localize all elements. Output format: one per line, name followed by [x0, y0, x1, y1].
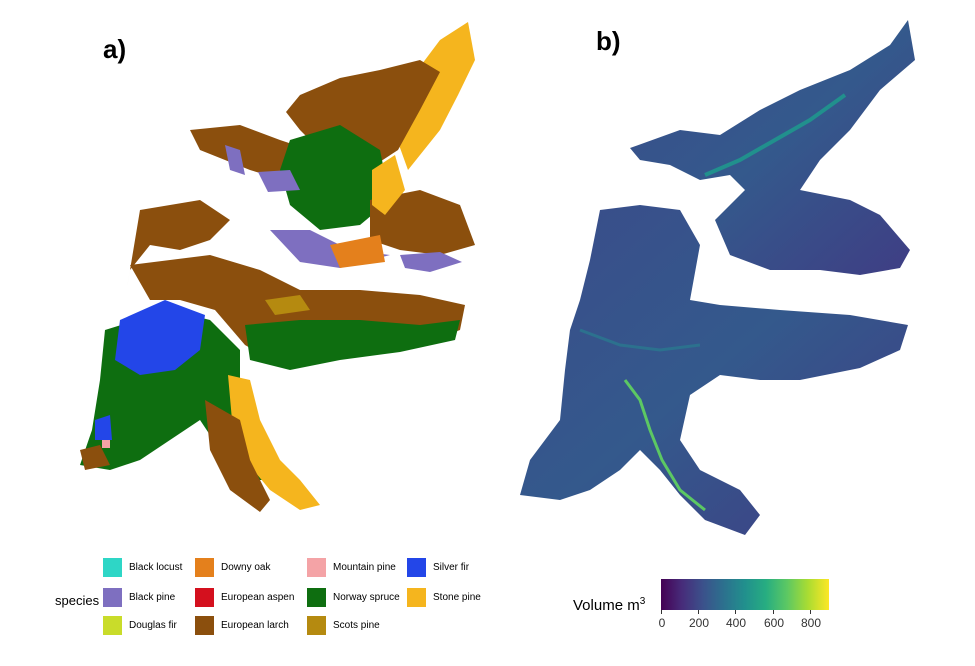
legend-label-douglas-fir: Douglas fir: [129, 619, 177, 631]
volume-tick-label-800: 800: [800, 616, 822, 630]
species-legend-title: species: [55, 593, 100, 608]
south-scots-pine: [265, 295, 310, 315]
legend-label-european-aspen: European aspen: [221, 591, 295, 603]
volume-tick-400: [735, 610, 736, 614]
legend-item-european-aspen: European aspen: [195, 587, 294, 607]
volume-tick-200: [698, 610, 699, 614]
legend-item-mountain-pine: Mountain pine: [307, 557, 396, 577]
legend-item-downy-oak: Downy oak: [195, 557, 270, 577]
north-larch-region-3: [370, 190, 475, 255]
north-black-pine-4: [400, 252, 462, 272]
volume-legend-title: Volume m3: [573, 596, 646, 614]
legend-label-mountain-pine: Mountain pine: [333, 561, 396, 573]
north-spruce-region: [280, 125, 390, 230]
volume-tick-label-600: 600: [763, 616, 785, 630]
south-larch-south: [205, 400, 270, 512]
swatch-douglas-fir: [103, 615, 122, 635]
swatch-norway-spruce: [307, 587, 326, 607]
swatch-stone-pine: [407, 587, 426, 607]
legend-label-black-locust: Black locust: [129, 561, 183, 573]
south-volume-region: [520, 205, 908, 535]
north-valley-species: [190, 22, 475, 272]
south-larch-sw: [80, 445, 110, 470]
volume-tick-label-400: 400: [725, 616, 747, 630]
legend-label-black-pine: Black pine: [129, 591, 176, 603]
legend-item-silver-fir: Silver fir: [407, 557, 469, 577]
south-stone-pine: [228, 375, 320, 510]
panel-a-label: a): [103, 34, 127, 64]
volume-tick-800: [810, 610, 811, 614]
north-stone-pine-region-2: [372, 155, 405, 215]
south-silver-fir-1: [115, 300, 205, 375]
south-silver-fir-2: [95, 415, 112, 440]
south-larch-nw: [125, 200, 230, 300]
legend-item-european-larch: European larch: [195, 615, 289, 635]
south-high-volume-streak: [623, 379, 706, 512]
north-black-pine-1: [225, 145, 245, 175]
swatch-scots-pine: [307, 615, 326, 635]
legend-label-european-larch: European larch: [221, 619, 289, 631]
legend-item-norway-spruce: Norway spruce: [307, 587, 400, 607]
legend-item-black-pine: Black pine: [103, 587, 175, 607]
north-volume-region: [630, 20, 915, 275]
north-black-pine-2: [258, 170, 300, 192]
legend-label-scots-pine: Scots pine: [333, 619, 380, 631]
volume-tick-label-200: 200: [688, 616, 710, 630]
volume-tick-600: [773, 610, 774, 614]
legend-label-downy-oak: Downy oak: [221, 561, 271, 573]
panel-b-label: b): [596, 26, 621, 56]
swatch-silver-fir: [407, 557, 426, 577]
legend-item-scots-pine: Scots pine: [307, 615, 380, 635]
volume-tick-0: [661, 610, 662, 614]
volume-colorbar: [661, 579, 829, 610]
south-spruce-east: [245, 320, 460, 370]
legend-label-silver-fir: Silver fir: [433, 561, 470, 573]
swatch-black-pine: [103, 587, 122, 607]
north-high-volume-streak: [704, 93, 847, 177]
volume-legend: Volume m3 0 200 400 600 800: [570, 570, 850, 640]
north-valley-volume: [630, 20, 915, 275]
south-valley-species: [80, 200, 465, 512]
north-downy-oak: [330, 235, 385, 268]
species-legend: species Black locust Black pine Douglas …: [55, 555, 495, 635]
volume-tick-label-0: 0: [658, 616, 666, 630]
south-mid-volume-streak: [579, 328, 701, 352]
swatch-mountain-pine: [307, 557, 326, 577]
north-stone-pine-region: [390, 22, 475, 170]
swatch-downy-oak: [195, 557, 214, 577]
legend-item-douglas-fir: Douglas fir: [103, 615, 177, 635]
swatch-european-aspen: [195, 587, 214, 607]
south-mountain-pine: [102, 440, 110, 448]
swatch-black-locust: [103, 557, 122, 577]
swatch-european-larch: [195, 615, 214, 635]
legend-label-stone-pine: Stone pine: [433, 591, 481, 603]
legend-label-norway-spruce: Norway spruce: [333, 591, 400, 603]
legend-item-black-locust: Black locust: [103, 557, 182, 577]
south-valley-volume: [520, 205, 908, 535]
legend-item-stone-pine: Stone pine: [407, 587, 481, 607]
